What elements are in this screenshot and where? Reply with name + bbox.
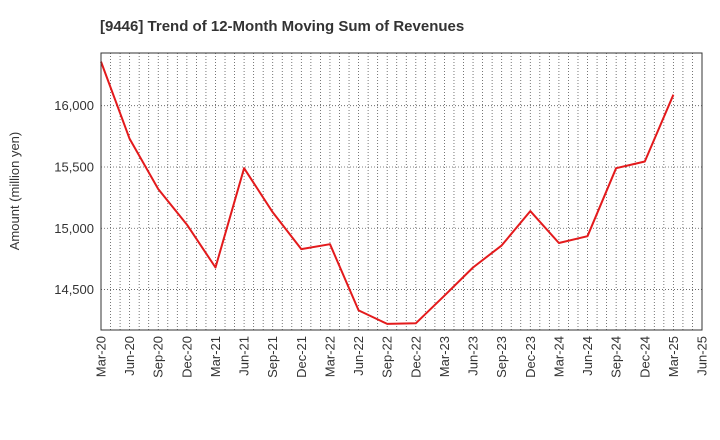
x-tick-label: Sep-21 (265, 336, 280, 378)
x-tick-label: Jun-24 (580, 336, 595, 376)
x-tick-label: Dec-21 (294, 336, 309, 378)
y-tick-label: 15,000 (54, 221, 94, 236)
x-tick-label: Sep-23 (494, 336, 509, 378)
x-tick-label: Mar-23 (437, 336, 452, 377)
x-tick-label: Dec-20 (179, 336, 194, 378)
chart-title: [9446] Trend of 12-Month Moving Sum of R… (100, 18, 464, 35)
x-tick-label: Jun-22 (351, 336, 366, 376)
y-tick-labels: 14,500 15,000 15,500 16,000 (54, 98, 94, 297)
x-tick-labels: Mar-20 Jun-20 Sep-20 Dec-20 Mar-21 Jun-21 Sep-… (94, 336, 710, 378)
y-tick-label: 15,500 (54, 159, 94, 174)
x-tick-label: Mar-21 (208, 336, 223, 377)
x-tick-label: Jun-23 (466, 336, 481, 376)
x-tick-label: Dec-24 (637, 336, 652, 378)
x-tick-label: Sep-24 (609, 336, 624, 378)
y-axis-label: Amount (million yen) (7, 132, 22, 251)
x-tick-label: Mar-25 (666, 336, 681, 377)
plot-frame (100, 52, 703, 331)
x-tick-label: Jun-20 (122, 336, 137, 376)
x-tick-label: Jun-21 (237, 336, 252, 376)
x-tick-label: Mar-20 (94, 336, 109, 377)
x-tick-label: Sep-20 (151, 336, 166, 378)
x-tick-label: Jun-25 (695, 336, 710, 376)
x-tick-label: Mar-22 (322, 336, 337, 377)
x-tick-label: Dec-23 (523, 336, 538, 378)
series-line (100, 61, 675, 325)
x-tick-label: Sep-22 (380, 336, 395, 378)
x-tick-label: Dec-22 (408, 336, 423, 378)
y-tick-label: 14,500 (54, 282, 94, 297)
y-tick-label: 16,000 (54, 98, 94, 113)
series-layer (100, 61, 675, 325)
grid-layer (100, 53, 703, 330)
x-tick-label: Mar-24 (551, 336, 566, 377)
